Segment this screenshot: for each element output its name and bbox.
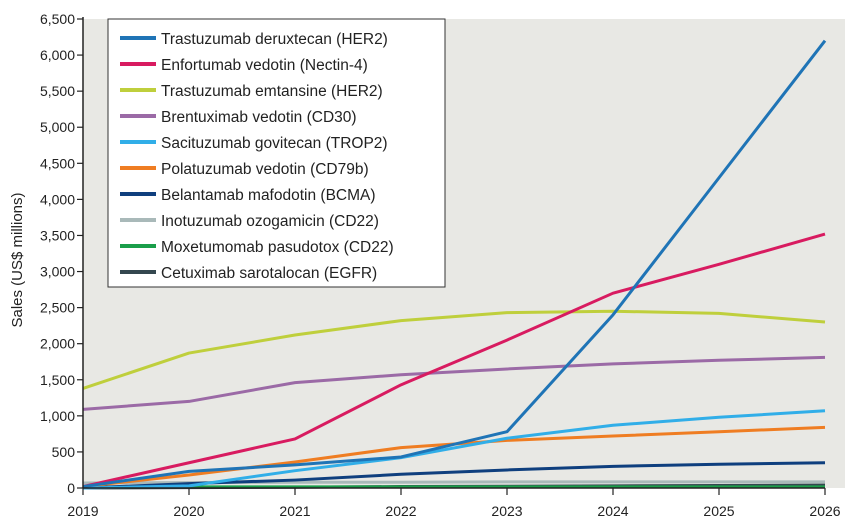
- axes: 0 500 1,000 1,500 2,000 2,500 3,000 3,500 4,000 4…: [40, 11, 841, 519]
- legend-label-8: Moxetumomab pasudotox (CD22): [161, 239, 394, 256]
- y-tick-label: 500: [52, 444, 76, 460]
- y-tick-label: 3,500: [40, 227, 75, 243]
- series-line-0: [82, 39, 827, 489]
- y-tick-label: 3,000: [40, 264, 75, 280]
- series-line-3: [82, 355, 826, 411]
- x-tick-label: 2020: [173, 503, 204, 519]
- legend-label-2: Trastuzumab emtansine (HER2): [161, 83, 383, 100]
- series-line-1: [82, 232, 826, 489]
- y-tick-label: 1,000: [40, 408, 75, 424]
- x-tick-label: 2019: [67, 503, 98, 519]
- legend-label-4: Sacituzumab govitecan (TROP2): [161, 135, 388, 152]
- legend-label-9: Cetuximab sarotalocan (EGFR): [161, 265, 377, 282]
- y-axis-label: Sales (US$ millions): [9, 192, 26, 327]
- legend-label-5: Polatuzumab vedotin (CD79b): [161, 161, 369, 178]
- y-tick-label: 0: [67, 480, 75, 496]
- x-tick-label: 2023: [491, 503, 522, 519]
- legend-label-0: Trastuzumab deruxtecan (HER2): [161, 31, 388, 48]
- y-tick-label: 2,000: [40, 336, 75, 352]
- x-tick-label: 2021: [279, 503, 310, 519]
- y-tick-label: 2,500: [40, 300, 75, 316]
- series-line-2: [82, 309, 826, 390]
- legend-label-1: Enfortumab vedotin (Nectin-4): [161, 57, 368, 74]
- legend: Trastuzumab deruxtecan (HER2) Enfortumab …: [107, 18, 446, 288]
- y-tick-label: 1,500: [40, 372, 75, 388]
- legend-box: [107, 18, 446, 288]
- legend-label-6: Belantamab mafodotin (BCMA): [161, 187, 376, 204]
- x-tick-label: 2024: [597, 503, 628, 519]
- y-tick-label: 6,500: [40, 11, 75, 27]
- series-lines: [82, 39, 827, 490]
- series-line-4: [82, 409, 826, 490]
- x-tick-label: 2026: [809, 503, 840, 519]
- y-tick-label: 5,000: [40, 119, 75, 135]
- y-tick-label: 5,500: [40, 83, 75, 99]
- y-tick-label: 4,000: [40, 191, 75, 207]
- x-tick-label: 2022: [385, 503, 416, 519]
- legend-label-3: Brentuximab vedotin (CD30): [161, 109, 357, 126]
- y-tick-label: 6,000: [40, 47, 75, 63]
- legend-label-7: Inotuzumab ozogamicin (CD22): [161, 213, 379, 230]
- x-tick-label: 2025: [703, 503, 734, 519]
- y-tick-label: 4,500: [40, 155, 75, 171]
